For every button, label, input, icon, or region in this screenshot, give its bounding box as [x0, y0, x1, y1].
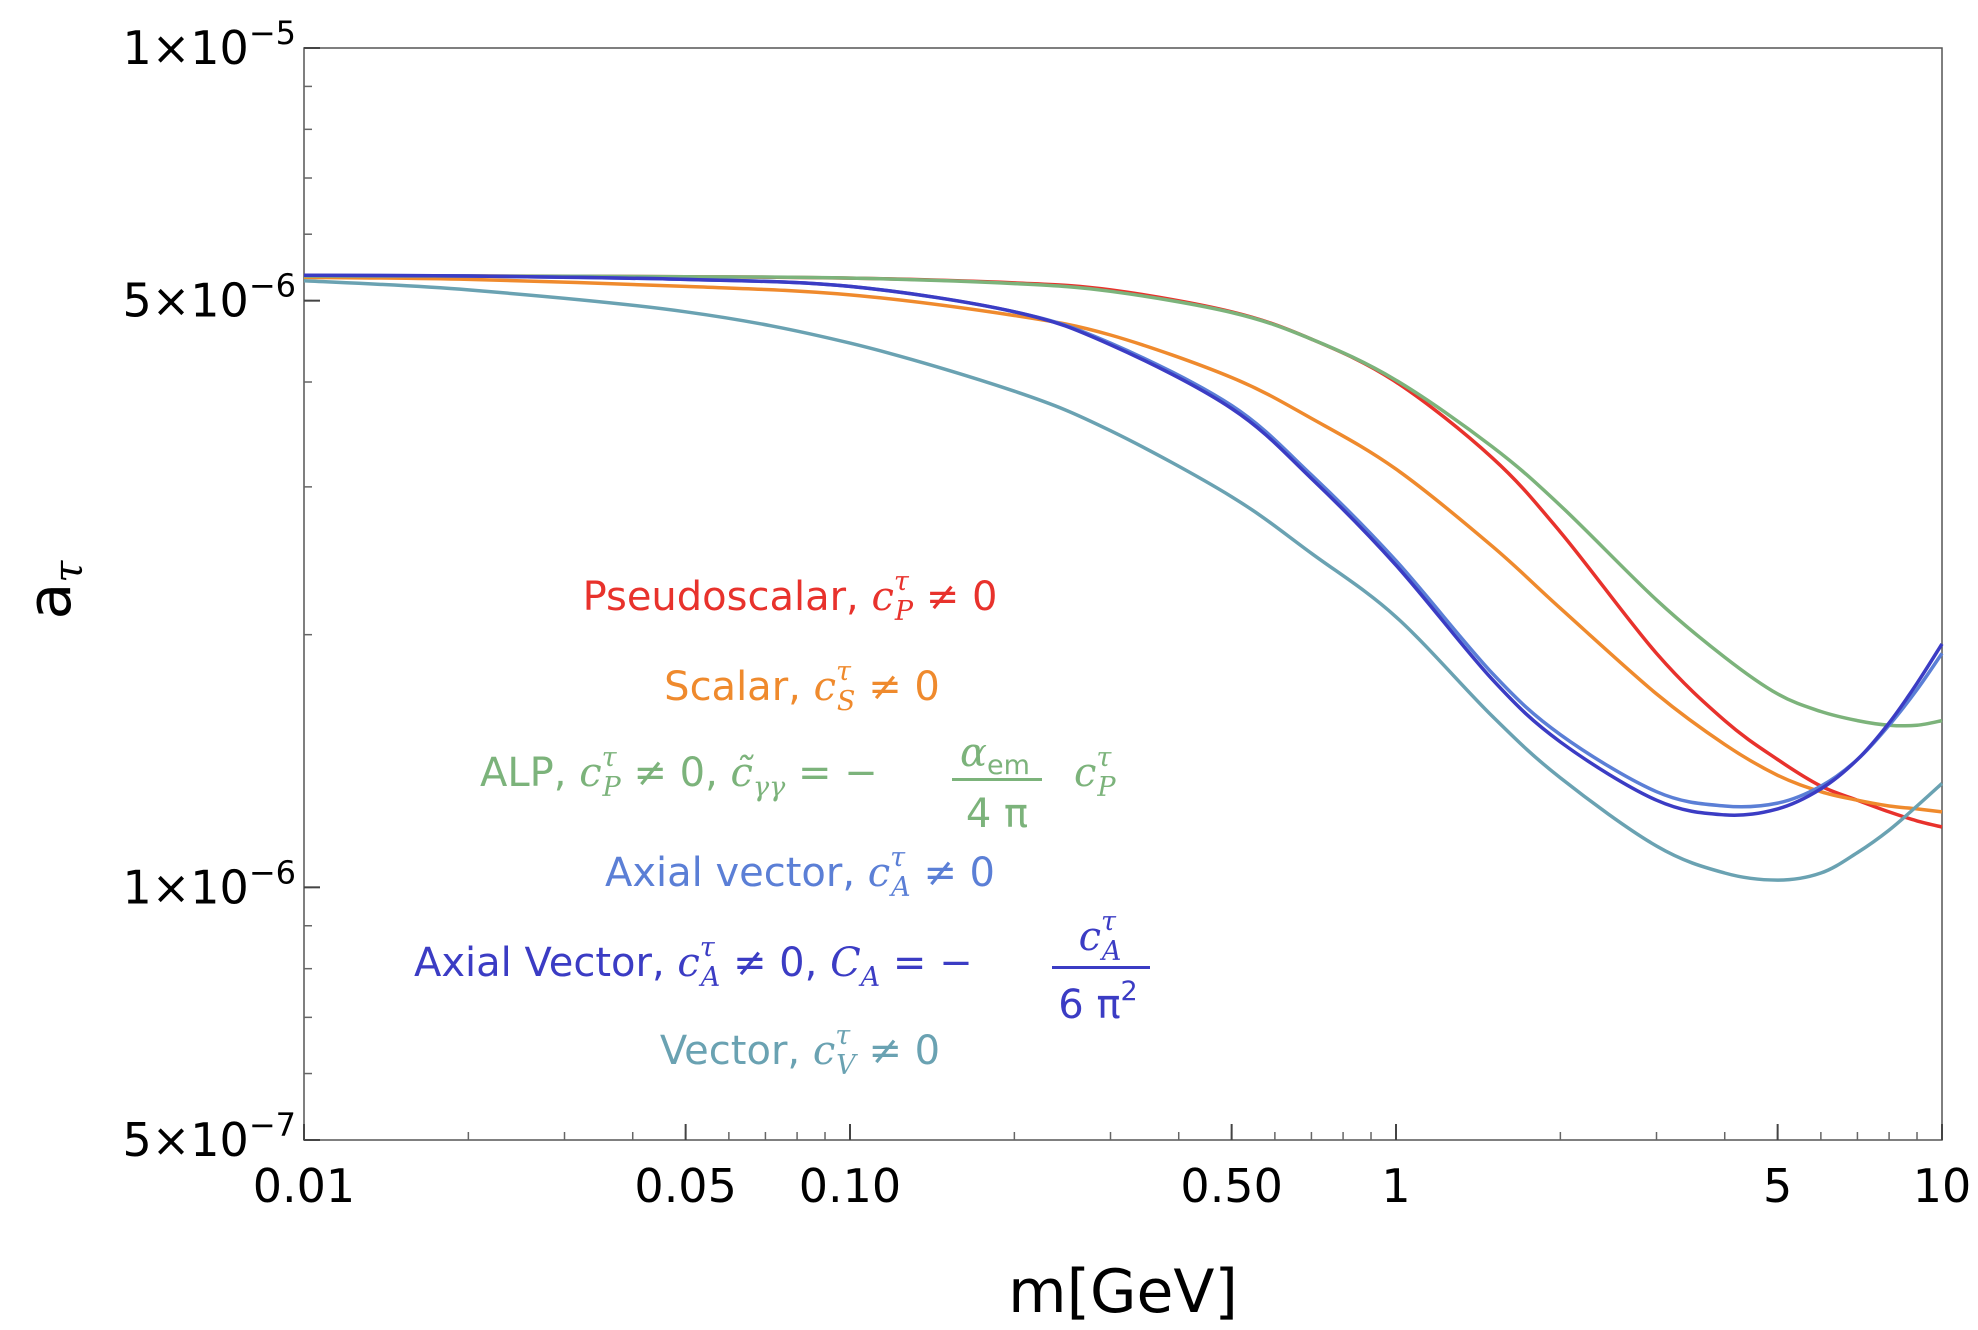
- x-tick-label: 0.05: [634, 1159, 736, 1213]
- svg-text:cτP: cτ P: [1074, 742, 1116, 803]
- series-line-vector-5: [303, 279, 1944, 882]
- series-line-axial-vector-4: [303, 273, 1944, 817]
- legend-pseudoscalar: Pseudoscalar, cτ P ≠ 0: [583, 566, 998, 627]
- y-tick-label: 5×10−6: [122, 267, 296, 328]
- x-tick-label: 1: [1381, 1159, 1410, 1213]
- x-tick-label: 0.10: [799, 1159, 901, 1213]
- series-layer: [303, 273, 1944, 882]
- legend-axial-vector-ca: Axial Vector, cτ A ≠ 0, CA = − cτ A 6 π2: [414, 906, 1150, 1028]
- legend-axial-vector: Axial vector, cτ A ≠ 0: [605, 842, 995, 903]
- y-tick-label: 1×10−5: [122, 14, 296, 75]
- svg-text:6 π2: 6 π2: [1058, 976, 1137, 1028]
- y-axis-title-main: a: [15, 583, 85, 620]
- y-tick-label: 1×10−6: [122, 853, 296, 914]
- svg-text:4 π: 4 π: [966, 791, 1028, 837]
- x-tick-label: 0.01: [253, 1159, 355, 1213]
- svg-text:ALP, cτP ≠ 0, c̃γγ = −: ALP, cτ P ≠ 0, c̃γγ = −: [480, 742, 878, 803]
- legend-vector: Vector, cτ V ≠ 0: [660, 1020, 940, 1081]
- x-tick-label: 10: [1913, 1159, 1972, 1213]
- y-axis-title-sub: τ: [46, 560, 92, 583]
- y-axis-title: aτ: [15, 560, 92, 620]
- legend: Pseudoscalar, cτ P ≠ 0 Scalar, cτ S ≠ 0 AL…: [414, 566, 1150, 1081]
- x-tick-label: 0.50: [1180, 1159, 1282, 1213]
- plot-frame: [303, 47, 1943, 1141]
- series-line-scalar-1: [303, 275, 1943, 814]
- y-tick-label: 5×10−7: [122, 1106, 296, 1167]
- series-line-alp-2: [303, 274, 1943, 728]
- svg-text:aτ: aτ: [15, 560, 92, 620]
- legend-scalar: Scalar, cτ S ≠ 0: [664, 656, 940, 717]
- x-tick-label: 5: [1763, 1159, 1792, 1213]
- major-ticks: 0.01 0.05 0.10 0.50 1 5 10 1×10−5 5×10−6 1×10−6 5×…: [122, 14, 1971, 1213]
- svg-text:αem: αem: [960, 730, 1030, 781]
- x-axis-title: m[GeV]: [1008, 1257, 1238, 1327]
- legend-alp: ALP, cτ P ≠ 0, c̃γγ = − αem 4 π cτ P: [480, 730, 1116, 837]
- svg-text:cτA: cτ A: [1079, 906, 1122, 967]
- svg-text:Axial Vector, cτA ≠ 0, CA = −: Axial Vector, cτ A ≠ 0, CA = −: [414, 932, 973, 993]
